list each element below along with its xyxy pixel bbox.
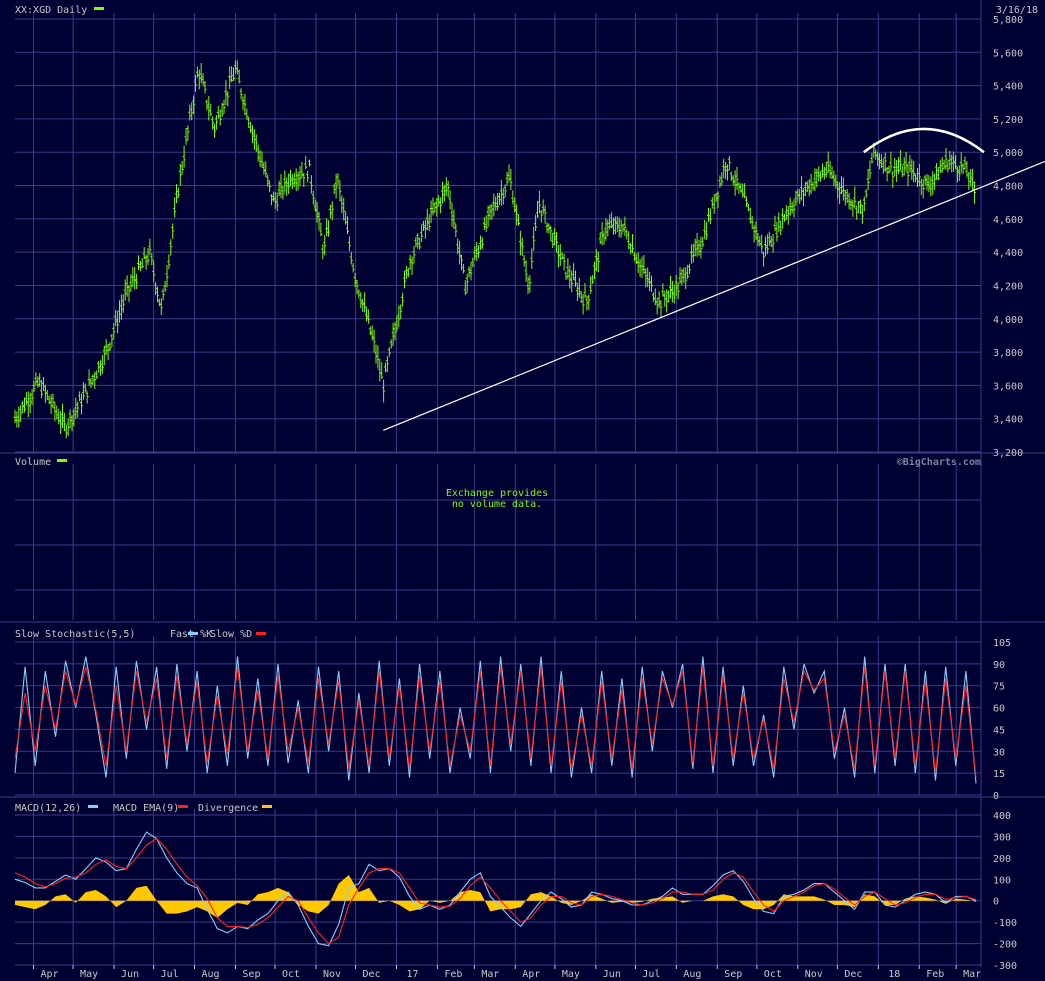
slow-d-line [14,666,977,778]
x-tick-label: Aug [683,969,701,980]
price-y-tick-label: 3,600 [993,381,1023,392]
price-y-tick-label: 3,400 [993,415,1023,426]
macd-y-tick-label: 100 [993,875,1011,886]
x-tick-label: Jun [603,969,621,980]
x-tick-label: May [562,969,580,980]
price-y-tick-label: 4,600 [993,215,1023,226]
x-tick-label: Mar [481,969,499,980]
x-tick-label: Nov [323,969,341,980]
macd-ema-line [14,837,977,945]
stochastic-y-tick-label: 45 [993,725,1005,736]
price-y-tick-label: 4,800 [993,182,1023,193]
x-tick-label: 17 [406,969,418,980]
price-y-tick-label: 3,200 [993,448,1023,459]
macd-y-tick-label: 400 [993,811,1011,822]
volume-panel-title: Volume [15,457,51,468]
axis-labels: Apr May Jun Jul Aug Sep Oct Nov Dec 17 Feb Mar Apr Ma… [32,15,1023,980]
slow-d-legend-swatch [256,632,266,635]
macd-y-tick-label: -100 [993,918,1017,929]
x-tick-label: Aug [201,969,219,980]
price-y-tick-label: 5,400 [993,82,1023,93]
x-tick-label: Apr [40,969,58,980]
stochastic-y-tick-label: 0 [993,791,999,802]
macd-y-tick-label: 300 [993,832,1011,843]
price-y-tick-label: 5,800 [993,15,1023,26]
price-panel [13,60,1045,439]
price-y-tick-label: 4,200 [993,281,1023,292]
chart-date: 3/16/18 [996,5,1038,16]
price-y-tick-label: 5,000 [993,148,1023,159]
x-tick-label: May [80,969,98,980]
slow-d-legend-label: Slow %D [210,629,252,640]
volume-note-line-2: no volume data. [452,499,542,510]
x-tick-label: Oct [282,969,300,980]
x-tick-label: Feb [444,969,462,980]
macd-panel-title: MACD(12,26) [15,803,81,814]
x-tick-label: Apr [522,969,540,980]
divergence-legend-label: Divergence [198,803,258,814]
stochastic-panel-title: Slow Stochastic(5,5) [15,629,135,640]
x-tick-label: Sep [724,969,742,980]
x-tick-label: Oct [764,969,782,980]
stochastic-panel [14,656,977,784]
fast-k-legend-swatch [188,632,198,635]
stochastic-y-tick-label: 30 [993,747,1005,758]
macd-ema-legend-swatch [178,805,188,808]
price-y-tick-label: 3,800 [993,348,1023,359]
x-tick-label: 18 [888,969,900,980]
volume-note-line-1: Exchange provides [446,488,548,499]
price-y-tick-label: 4,000 [993,315,1023,326]
trendline [383,160,1045,431]
x-tick-label: Jul [642,969,660,980]
stochastic-y-tick-label: 105 [993,638,1011,649]
x-tick-label: Nov [805,969,823,980]
macd-line [14,831,977,947]
price-y-tick-label: 5,200 [993,115,1023,126]
stochastic-y-tick-label: 75 [993,682,1005,693]
price-y-tick-label: 5,600 [993,48,1023,59]
x-tick-label: Dec [844,969,862,980]
divergence-legend-swatch [262,805,272,808]
x-tick-label: Sep [242,969,260,980]
volume-legend-swatch [57,459,67,462]
macd-y-tick-label: 200 [993,854,1011,865]
stochastic-y-tick-label: 60 [993,704,1005,715]
macd-ema-legend-label: MACD EMA(9) [113,803,179,814]
macd-y-tick-label: 0 [993,897,999,908]
price-y-tick-label: 4,400 [993,248,1023,259]
watermark: ©BigCharts.com [897,456,981,468]
x-tick-label: Jun [121,969,139,980]
macd-y-tick-label: -300 [993,961,1017,972]
rounded-top-arc [863,127,985,154]
x-tick-label: Mar [963,969,981,980]
macd-panel [14,831,977,947]
price-panel-title: XX:XGD Daily [15,5,87,16]
macd-y-tick-label: -200 [993,940,1017,951]
x-tick-label: Jul [161,969,179,980]
stochastic-y-tick-label: 90 [993,660,1005,671]
x-tick-label: Dec [363,969,381,980]
x-tick-label: Feb [926,969,944,980]
stochastic-y-tick-label: 15 [993,769,1005,780]
price-legend-swatch [94,7,104,10]
macd-legend-swatch [88,805,98,808]
